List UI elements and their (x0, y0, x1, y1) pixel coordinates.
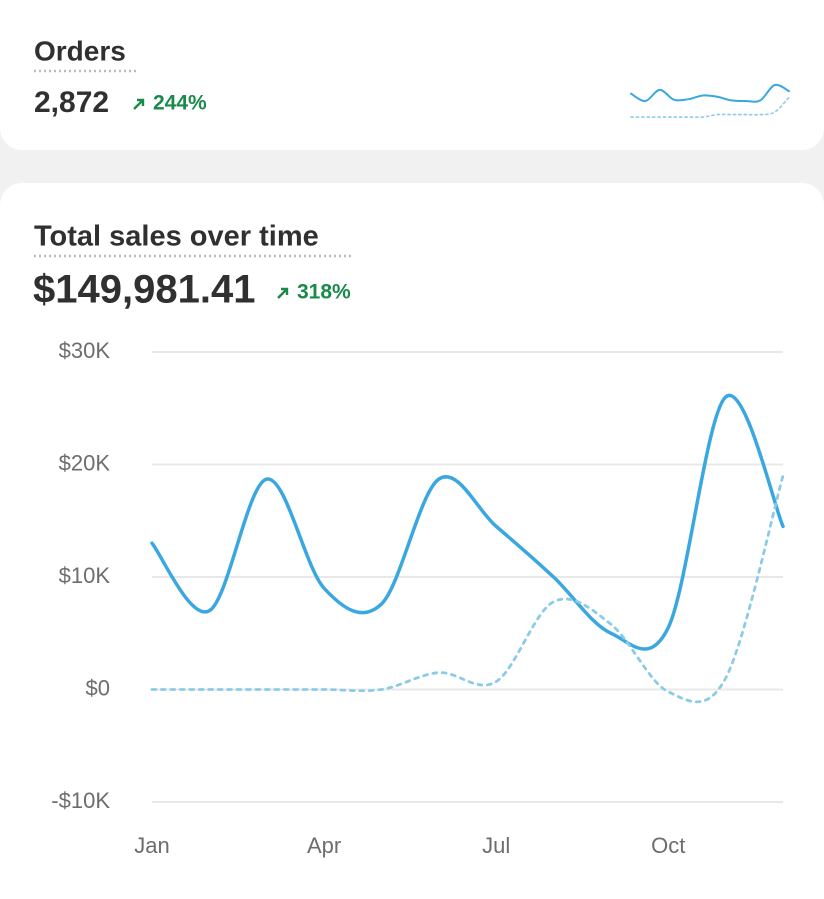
y-tick-label: $30K (59, 338, 111, 363)
orders-card[interactable] (0, 0, 824, 150)
y-tick-label: $0 (86, 675, 110, 700)
y-tick-label: $10K (59, 563, 111, 588)
line-series (630, 83, 790, 103)
orders-title: Orders (34, 35, 126, 66)
x-tick-label: Oct (651, 833, 685, 858)
x-tick-label: Apr (307, 833, 341, 858)
y-tick-label: -$10K (51, 788, 110, 813)
up-arrow-icon (133, 98, 145, 110)
x-tick-label: Jan (134, 833, 169, 858)
orders-change: 244% (153, 92, 207, 115)
sales-total: $149,981.41 (33, 268, 255, 312)
y-tick-label: $20K (59, 450, 111, 475)
line-series (630, 96, 790, 119)
orders-total: 2,872 (34, 86, 109, 119)
sales-change: 318% (297, 281, 351, 304)
line-series (150, 474, 785, 704)
line-series (150, 393, 785, 651)
sales-title: Total sales over time (34, 221, 319, 253)
sales-card[interactable] (0, 183, 824, 899)
up-arrow-icon (277, 287, 289, 299)
x-tick-label: Jul (482, 833, 510, 858)
